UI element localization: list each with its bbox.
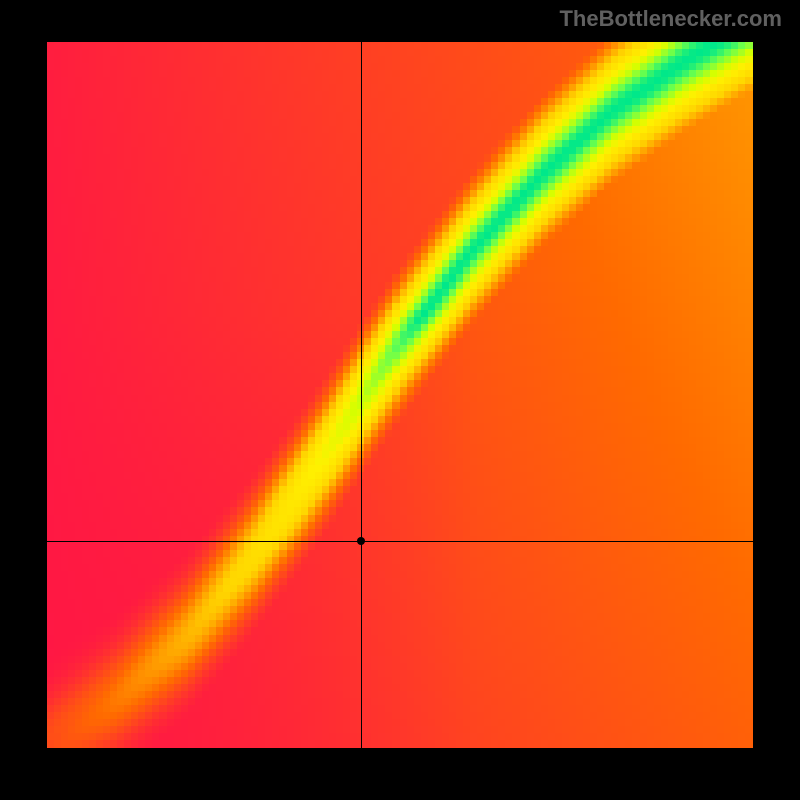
crosshair-horizontal xyxy=(47,541,753,542)
crosshair-marker xyxy=(357,537,365,545)
chart-frame: TheBottlenecker.com xyxy=(0,0,800,800)
heatmap-plot xyxy=(47,42,753,748)
heatmap-canvas xyxy=(47,42,753,748)
watermark-text: TheBottlenecker.com xyxy=(559,6,782,32)
crosshair-vertical xyxy=(361,42,362,748)
